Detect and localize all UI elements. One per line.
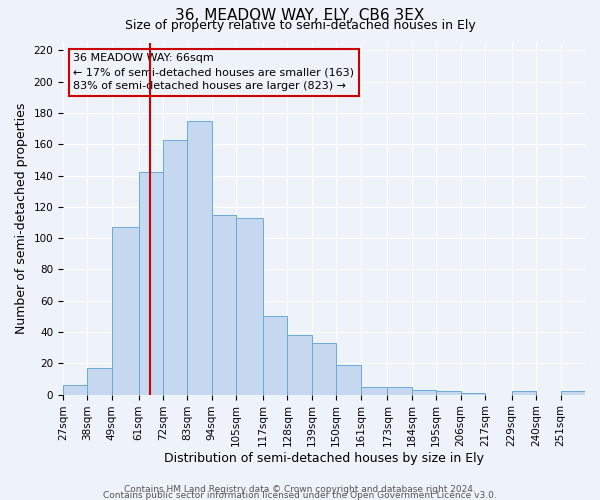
- Bar: [263, 316, 287, 394]
- Bar: [412, 390, 436, 394]
- Bar: [63, 385, 88, 394]
- Bar: [139, 172, 163, 394]
- Y-axis label: Number of semi-detached properties: Number of semi-detached properties: [15, 103, 28, 334]
- Bar: [461, 393, 485, 394]
- Bar: [560, 392, 585, 394]
- Bar: [312, 343, 336, 394]
- Bar: [88, 368, 112, 394]
- Text: Size of property relative to semi-detached houses in Ely: Size of property relative to semi-detach…: [125, 18, 475, 32]
- Bar: [112, 227, 139, 394]
- Text: Contains HM Land Registry data © Crown copyright and database right 2024.: Contains HM Land Registry data © Crown c…: [124, 484, 476, 494]
- Bar: [336, 365, 361, 394]
- Bar: [187, 120, 212, 394]
- Text: 36 MEADOW WAY: 66sqm
← 17% of semi-detached houses are smaller (163)
83% of semi: 36 MEADOW WAY: 66sqm ← 17% of semi-detac…: [73, 53, 355, 91]
- Bar: [436, 392, 461, 394]
- Bar: [361, 387, 388, 394]
- Bar: [388, 387, 412, 394]
- Bar: [236, 218, 263, 394]
- X-axis label: Distribution of semi-detached houses by size in Ely: Distribution of semi-detached houses by …: [164, 452, 484, 465]
- Bar: [512, 392, 536, 394]
- Bar: [163, 140, 187, 394]
- Text: 36, MEADOW WAY, ELY, CB6 3EX: 36, MEADOW WAY, ELY, CB6 3EX: [175, 8, 425, 22]
- Bar: [287, 335, 312, 394]
- Text: Contains public sector information licensed under the Open Government Licence v3: Contains public sector information licen…: [103, 490, 497, 500]
- Bar: [212, 214, 236, 394]
